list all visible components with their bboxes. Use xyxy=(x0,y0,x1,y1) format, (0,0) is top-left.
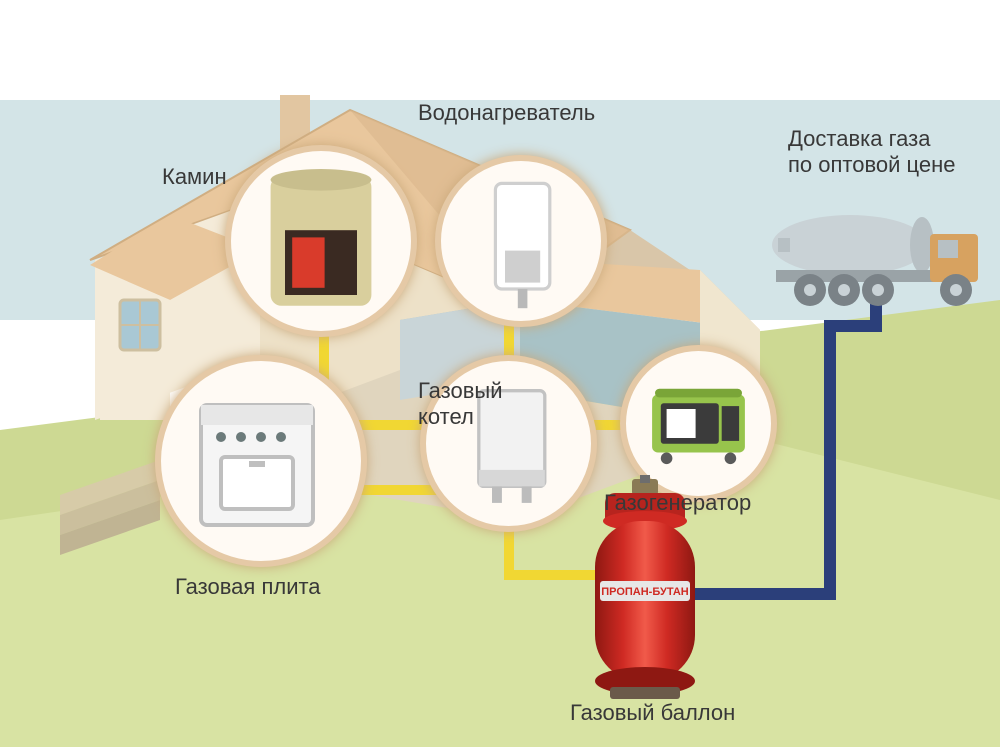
label-cylinder: Газовый баллон xyxy=(570,700,735,726)
bubble-stove xyxy=(155,355,367,567)
label-delivery: Доставка газа по оптовой цене xyxy=(788,126,956,179)
label-stove: Газовая плита xyxy=(175,574,321,600)
label-generator: Газогенератор xyxy=(604,490,751,516)
label-water-heater: Водонагреватель xyxy=(418,100,595,126)
water-heater-icon xyxy=(441,161,601,321)
fireplace-icon xyxy=(231,151,411,331)
bubble-water-heater xyxy=(435,155,607,327)
delivery-truck xyxy=(770,190,990,320)
diagram-stage: ПРОПАН-БУТАН Камин Водонагреватель Газов… xyxy=(0,0,1000,747)
stove-icon xyxy=(161,361,361,561)
cylinder-label-text: ПРОПАН-БУТАН xyxy=(601,586,689,598)
label-boiler: Газовый котел xyxy=(418,378,503,431)
bubble-fireplace xyxy=(225,145,417,337)
label-fireplace: Камин xyxy=(162,164,227,190)
